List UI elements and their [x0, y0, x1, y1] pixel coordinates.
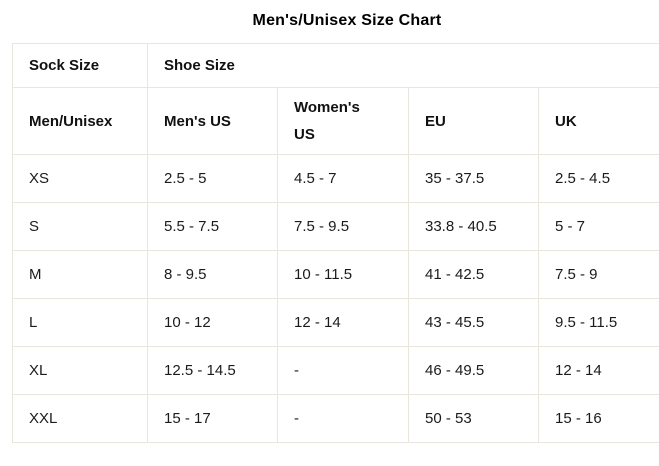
mens-us-cell: 10 - 12 [148, 299, 278, 347]
womens-us-cell: - [278, 395, 409, 443]
womens-us-cell: 12 - 14 [278, 299, 409, 347]
mens-us-cell: 2.5 - 5 [148, 155, 278, 203]
size-cell: XS [13, 155, 148, 203]
size-cell: XXL [13, 395, 148, 443]
column-header-mens-us: Men's US [148, 88, 278, 155]
eu-cell: 33.8 - 40.5 [409, 203, 539, 251]
group-header-shoe-size: Shoe Size [148, 44, 659, 88]
uk-cell: 2.5 - 4.5 [539, 155, 659, 203]
mens-us-cell: 12.5 - 14.5 [148, 347, 278, 395]
womens-us-cell: - [278, 347, 409, 395]
table-row-xs: XS 2.5 - 5 4.5 - 7 35 - 37.5 2.5 - 4.5 [13, 155, 659, 203]
table-row-xl: XL 12.5 - 14.5 - 46 - 49.5 12 - 14 [13, 347, 659, 395]
table-row-l: L 10 - 12 12 - 14 43 - 45.5 9.5 - 11.5 [13, 299, 659, 347]
group-header-row: Sock Size Shoe Size [13, 44, 659, 88]
table-row-s: S 5.5 - 7.5 7.5 - 9.5 33.8 - 40.5 5 - 7 [13, 203, 659, 251]
eu-cell: 50 - 53 [409, 395, 539, 443]
eu-cell: 46 - 49.5 [409, 347, 539, 395]
size-cell: M [13, 251, 148, 299]
group-header-sock-size: Sock Size [13, 44, 148, 88]
table-row-m: M 8 - 9.5 10 - 11.5 41 - 42.5 7.5 - 9 [13, 251, 659, 299]
column-header-uk: UK [539, 88, 659, 155]
size-chart-table: Sock Size Shoe Size Men/Unisex Men's US … [12, 43, 659, 443]
eu-cell: 35 - 37.5 [409, 155, 539, 203]
eu-cell: 43 - 45.5 [409, 299, 539, 347]
uk-cell: 7.5 - 9 [539, 251, 659, 299]
size-chart-page: Men's/Unisex Size Chart Sock Size Shoe S… [12, 11, 659, 443]
size-cell: S [13, 203, 148, 251]
column-header-men-unisex: Men/Unisex [13, 88, 148, 155]
uk-cell: 5 - 7 [539, 203, 659, 251]
page-title: Men's/Unisex Size Chart [12, 11, 659, 30]
eu-cell: 41 - 42.5 [409, 251, 539, 299]
column-header-womens-us: Women's US [278, 88, 409, 155]
uk-cell: 9.5 - 11.5 [539, 299, 659, 347]
column-header-row: Men/Unisex Men's US Women's US EU UK [13, 88, 659, 155]
mens-us-cell: 5.5 - 7.5 [148, 203, 278, 251]
mens-us-cell: 15 - 17 [148, 395, 278, 443]
womens-us-cell: 10 - 11.5 [278, 251, 409, 299]
size-cell: XL [13, 347, 148, 395]
uk-cell: 12 - 14 [539, 347, 659, 395]
mens-us-cell: 8 - 9.5 [148, 251, 278, 299]
column-header-womens-us-label: Women's US [294, 94, 374, 148]
womens-us-cell: 7.5 - 9.5 [278, 203, 409, 251]
womens-us-cell: 4.5 - 7 [278, 155, 409, 203]
uk-cell: 15 - 16 [539, 395, 659, 443]
table-row-xxl: XXL 15 - 17 - 50 - 53 15 - 16 [13, 395, 659, 443]
size-cell: L [13, 299, 148, 347]
column-header-eu: EU [409, 88, 539, 155]
